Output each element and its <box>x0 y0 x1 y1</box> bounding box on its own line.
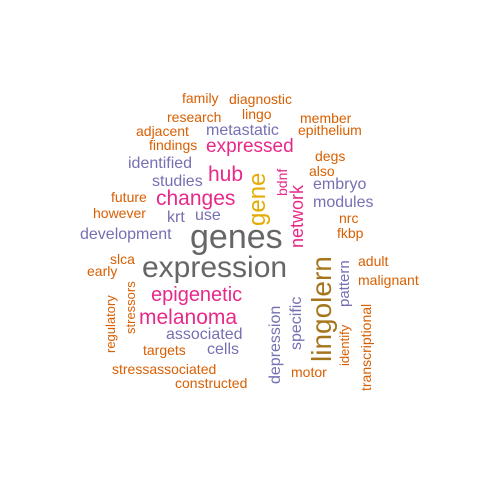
word-epigenetic: epigenetic <box>151 284 243 306</box>
word-stressors: stressors <box>123 281 138 334</box>
word-also: also <box>309 163 335 179</box>
word-hub: hub <box>208 163 244 186</box>
word-constructed: constructed <box>175 375 248 391</box>
word-family: family <box>182 90 219 106</box>
word-gene: gene <box>244 172 271 226</box>
word-nrc: nrc <box>339 210 359 226</box>
word-bdnf: bdnf <box>274 168 290 196</box>
word-research: research <box>167 109 222 125</box>
word-genes: genes <box>190 218 283 256</box>
word-krt: krt <box>167 209 185 226</box>
word-cells: cells <box>207 341 240 358</box>
word-targets: targets <box>143 342 186 358</box>
word-member: member <box>300 110 352 126</box>
word-transcriptional: transcriptional <box>358 303 374 391</box>
word-expressed: expressed <box>206 136 294 157</box>
word-slca: slca <box>110 251 135 267</box>
word-motor: motor <box>291 364 327 380</box>
word-future: future <box>111 189 147 205</box>
word-expression: expression <box>142 251 288 284</box>
word-embryo: embryo <box>313 176 367 193</box>
word-adult: adult <box>358 253 389 269</box>
word-fkbp: fkbp <box>337 225 364 241</box>
word-stressassociated: stressassociated <box>112 361 217 377</box>
word-however: however <box>93 205 146 221</box>
word-identify: identify <box>337 324 352 366</box>
word-regulatory: regulatory <box>103 295 118 353</box>
word-diagnostic: diagnostic <box>229 91 293 107</box>
word-use: use <box>195 207 221 224</box>
word-findings: findings <box>149 137 198 153</box>
word-lingolern: lingolern <box>306 256 337 362</box>
word-development: development <box>80 226 172 243</box>
word-associated: associated <box>166 326 243 343</box>
word-degs: degs <box>315 148 346 164</box>
word-network: network <box>287 184 307 248</box>
word-metastatic: metastatic <box>206 122 279 139</box>
word-early: early <box>87 263 118 279</box>
word-epithelium: epithelium <box>298 122 362 138</box>
word-malignant: malignant <box>358 272 419 288</box>
word-pattern: pattern <box>336 260 353 307</box>
word-changes: changes <box>156 187 236 210</box>
word-adjacent: adjacent <box>136 123 189 139</box>
word-specific: specific <box>288 296 305 350</box>
word-melanoma: melanoma <box>139 306 238 329</box>
word-studies: studies <box>152 173 203 190</box>
word-depression: depression <box>267 305 284 384</box>
word-modules: modules <box>313 194 374 211</box>
word-identified: identified <box>128 155 193 172</box>
word-lingo: lingo <box>242 106 272 122</box>
